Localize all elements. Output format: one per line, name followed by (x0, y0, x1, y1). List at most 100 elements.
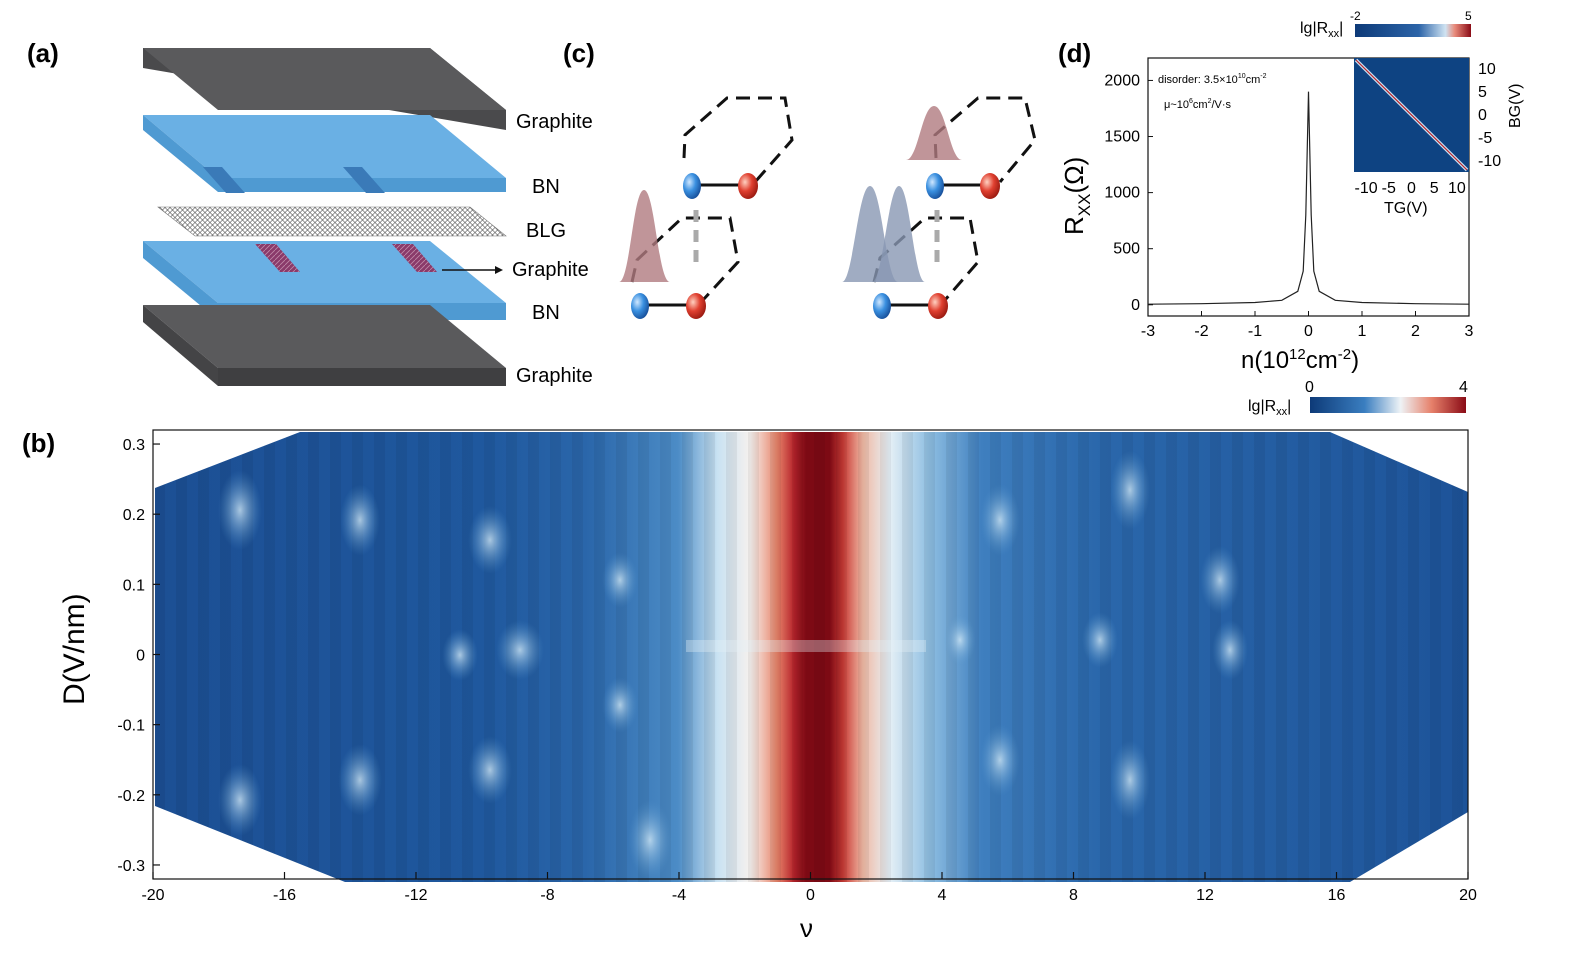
top-contact-left (203, 167, 245, 193)
plot-d-xticks: -3 -2 -1 0 1 2 3 (1141, 311, 1474, 340)
heatmap-ytick-label: 0.3 (123, 437, 145, 454)
layer-label-graphite-gate: Graphite (512, 259, 589, 281)
layer-label-bn-bottom: BN (532, 302, 560, 324)
panel-d-label: (d) (1058, 38, 1091, 68)
inset-ylabel: BG(V) (1507, 84, 1524, 128)
atom-red-top (738, 173, 758, 199)
heatmap-xticks: -20 -16 -12 -8 -4 0 4 8 12 16 20 (141, 872, 1477, 904)
inset-xlabel: TG(V) (1384, 200, 1428, 217)
colorbar-b-gradient (1310, 397, 1466, 413)
heatmap-blobs (218, 450, 1248, 880)
panel-c: (c) (563, 38, 1037, 319)
inset-ytick-label: -5 (1478, 130, 1492, 147)
inset-ytick-label: 10 (1478, 61, 1496, 78)
svg-text:lg|Rxx|: lg|Rxx| (1300, 20, 1343, 40)
heatmap-ytick-label: 0.2 (123, 507, 145, 524)
heatmap-xtick-label: -20 (141, 887, 164, 904)
wavefunction-right-top (906, 106, 962, 160)
plot-d-ylabel: RXX(Ω) (1059, 157, 1094, 235)
atom-blue-bottom (631, 293, 649, 319)
lattice-left (619, 96, 794, 319)
colorbar-d-min: -2 (1350, 9, 1361, 23)
layer-label-graphite-top: Graphite (516, 111, 593, 133)
inset-diagonal (1355, 59, 1468, 171)
graphite-top-face (143, 48, 506, 110)
colorbar-d-gradient (1355, 24, 1471, 37)
layer-label-graphite-bottom: Graphite (516, 365, 593, 387)
colorbar-d: lg|Rxx| -2 5 (1300, 9, 1472, 40)
wavefunction-right-right (872, 186, 925, 282)
blg-sheet (157, 206, 507, 237)
colorbar-b-max: 4 (1459, 379, 1468, 396)
panel-c-label: (c) (563, 38, 595, 68)
plot-d-yticks: 2000 1500 1000 500 0 (1104, 72, 1153, 314)
heatmap-xtick-label: -8 (540, 887, 554, 904)
heatmap-xtick-label: 4 (938, 887, 947, 904)
inset-xticks: -10 -5 0 5 10 (1355, 180, 1466, 197)
graphite-bottom-layer (143, 305, 506, 368)
heatmap-b (155, 432, 1468, 882)
heatmap-xtick-label: 8 (1069, 887, 1078, 904)
atom-blue-top (683, 173, 701, 199)
inset-yticks: 10 5 0 -5 -10 (1478, 61, 1501, 170)
inset-xtick-label: 5 (1430, 180, 1439, 197)
colorbar-b-min: 0 (1305, 379, 1314, 396)
layer-label-bn-top: BN (532, 176, 560, 198)
top-contact-right (343, 167, 385, 193)
heatmap-xtick-label: 20 (1459, 887, 1477, 904)
inset-ytick-label: -10 (1478, 153, 1501, 170)
heatmap-xtick-label: -4 (672, 887, 686, 904)
plot-d-xtick-label: 1 (1358, 323, 1367, 340)
plot-d-xtick-label: -2 (1194, 323, 1208, 340)
heatmap-xtick-label: 0 (806, 887, 815, 904)
inset-xtick-label: -10 (1355, 180, 1378, 197)
inset-ytick-label: 0 (1478, 107, 1487, 124)
heatmap-xlabel: ν (800, 913, 813, 943)
panel-a: (a) Graphite BN BLG Graphite BN (27, 38, 593, 387)
colorbar-d-max: 5 (1465, 9, 1472, 23)
heatmap-ytick-label: 0 (136, 648, 145, 665)
heatmap-xtick-label: 12 (1196, 887, 1214, 904)
disorder-annotation: disorder: 3.5×1010cm-2 (1158, 73, 1267, 86)
wavefunction-left (619, 190, 670, 282)
plot-d-xtick-label: 3 (1465, 323, 1474, 340)
inset-xtick-label: -5 (1382, 180, 1396, 197)
plot-d-ytick-label: 0 (1131, 297, 1140, 314)
plot-d-xtick-label: 2 (1411, 323, 1420, 340)
plot-d-ytick-label: 500 (1113, 241, 1140, 258)
inset-xtick-label: 0 (1407, 180, 1416, 197)
heatmap-ytick-label: -0.2 (117, 788, 145, 805)
heatmap-yticks: 0.3 0.2 0.1 0 -0.1 -0.2 -0.3 (117, 437, 160, 875)
colorbar-b: lg|Rxx| 0 4 (1248, 379, 1468, 418)
atom-red-bottom (686, 293, 706, 319)
plot-d-xlabel: n(1012cm-2) (1241, 346, 1359, 374)
plot-d-xtick-label: -3 (1141, 323, 1155, 340)
heatmap-ytick-label: 0.1 (123, 577, 145, 594)
heatmap-xtick-label: -12 (404, 887, 427, 904)
plot-d-xtick-label: -1 (1248, 323, 1262, 340)
mobility-annotation: μ~106cm2/V·s (1164, 98, 1232, 111)
panel-b: (b) lg|Rxx| 0 4 (22, 379, 1477, 943)
panel-d: (d) lg|Rxx| -2 5 -3 -2 -1 0 1 2 3 200015001000… (1058, 9, 1524, 374)
plot-d-ytick-label: 1500 (1104, 129, 1140, 146)
plot-d-ytick-label: 2000 (1104, 72, 1140, 89)
lattice-right (842, 96, 1037, 319)
heatmap-xtick-label: 16 (1328, 887, 1346, 904)
panel-b-label: (b) (22, 428, 55, 458)
plot-d-xtick-label: 0 (1304, 323, 1313, 340)
layer-label-blg: BLG (526, 220, 566, 242)
inset-ytick-label: 5 (1478, 84, 1487, 101)
panel-a-label: (a) (27, 38, 59, 68)
heatmap-ylabel: D(V/nm) (58, 593, 91, 705)
heatmap-ytick-label: -0.1 (117, 718, 145, 735)
heatmap-xtick-label: -16 (273, 887, 296, 904)
heatmap-ytick-label: -0.3 (117, 858, 145, 875)
bn-top-layer (143, 115, 506, 178)
svg-text:lg|Rxx|: lg|Rxx| (1248, 398, 1291, 418)
plot-d-ytick-label: 1000 (1104, 185, 1140, 202)
inset-xtick-label: 10 (1448, 180, 1466, 197)
rxx-curve (1147, 91, 1470, 305)
